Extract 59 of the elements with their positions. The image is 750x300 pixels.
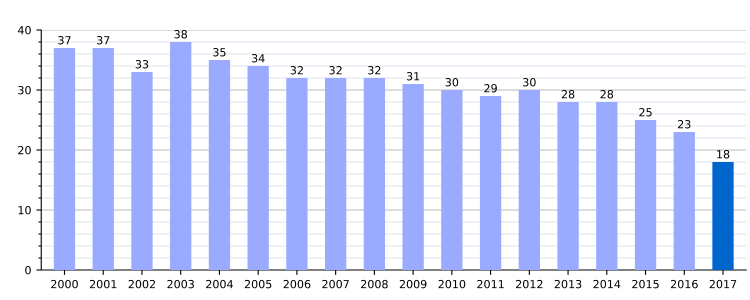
data-label: 32 xyxy=(368,66,380,74)
data-label: 35 xyxy=(213,48,226,56)
bar xyxy=(170,42,192,270)
data-label: 29 xyxy=(484,84,497,92)
x-tick-label: 2016 xyxy=(670,280,698,288)
data-label: 31 xyxy=(406,72,420,80)
x-tick-label: 2002 xyxy=(128,280,155,288)
x-tick-label: 2017 xyxy=(710,280,736,288)
x-tick-label: 2011 xyxy=(477,280,504,288)
y-tick-label: 10 xyxy=(18,206,31,214)
data-label: 37 xyxy=(58,36,71,44)
bar xyxy=(402,84,424,270)
bar xyxy=(596,102,618,270)
bar xyxy=(286,78,308,270)
x-tick-label: 2013 xyxy=(554,280,582,288)
bar xyxy=(364,78,386,270)
data-label: 18 xyxy=(717,150,730,158)
bar xyxy=(208,60,230,270)
data-label: 37 xyxy=(97,36,110,44)
data-label: 32 xyxy=(329,66,342,74)
bar xyxy=(674,132,695,270)
data-label: 30 xyxy=(446,78,458,86)
x-tick-label: 2000 xyxy=(51,280,78,288)
data-label: 25 xyxy=(639,108,652,116)
bar xyxy=(518,90,540,270)
x-tick-label: 2005 xyxy=(244,280,272,288)
data-label: 33 xyxy=(136,60,148,68)
x-tick-label: 2010 xyxy=(438,280,466,288)
x-tick-label: 2004 xyxy=(206,280,233,288)
bar xyxy=(54,48,76,270)
data-label: 28 xyxy=(600,90,614,98)
x-tick-label: 2012 xyxy=(516,280,542,288)
bar xyxy=(92,48,114,270)
data-label: 30 xyxy=(523,78,536,86)
y-tick-label: 40 xyxy=(18,26,31,34)
y-tick-label: 30 xyxy=(18,86,31,94)
bar xyxy=(324,78,346,270)
data-label: 34 xyxy=(252,54,265,62)
x-tick-label: 2001 xyxy=(90,280,116,288)
y-tick-label: 20 xyxy=(18,146,31,154)
bar xyxy=(634,120,656,270)
data-label: 32 xyxy=(290,66,303,74)
x-tick-label: 2003 xyxy=(167,280,194,288)
bar xyxy=(480,96,502,270)
bar xyxy=(131,72,153,270)
y-tick-label: 0 xyxy=(25,266,31,274)
data-label: 23 xyxy=(678,120,690,128)
bar xyxy=(441,90,463,270)
x-tick-label: 2015 xyxy=(632,280,659,288)
bar xyxy=(712,162,734,270)
x-tick-label: 2008 xyxy=(361,280,388,288)
x-tick-label: 2014 xyxy=(593,280,620,288)
bar xyxy=(557,102,579,270)
x-tick-label: 2006 xyxy=(284,280,310,288)
bar xyxy=(248,66,269,270)
x-tick-label: 2007 xyxy=(322,280,349,288)
x-tick-label: 2009 xyxy=(400,280,426,288)
data-label: 28 xyxy=(562,90,574,98)
data-label: 38 xyxy=(174,30,188,38)
